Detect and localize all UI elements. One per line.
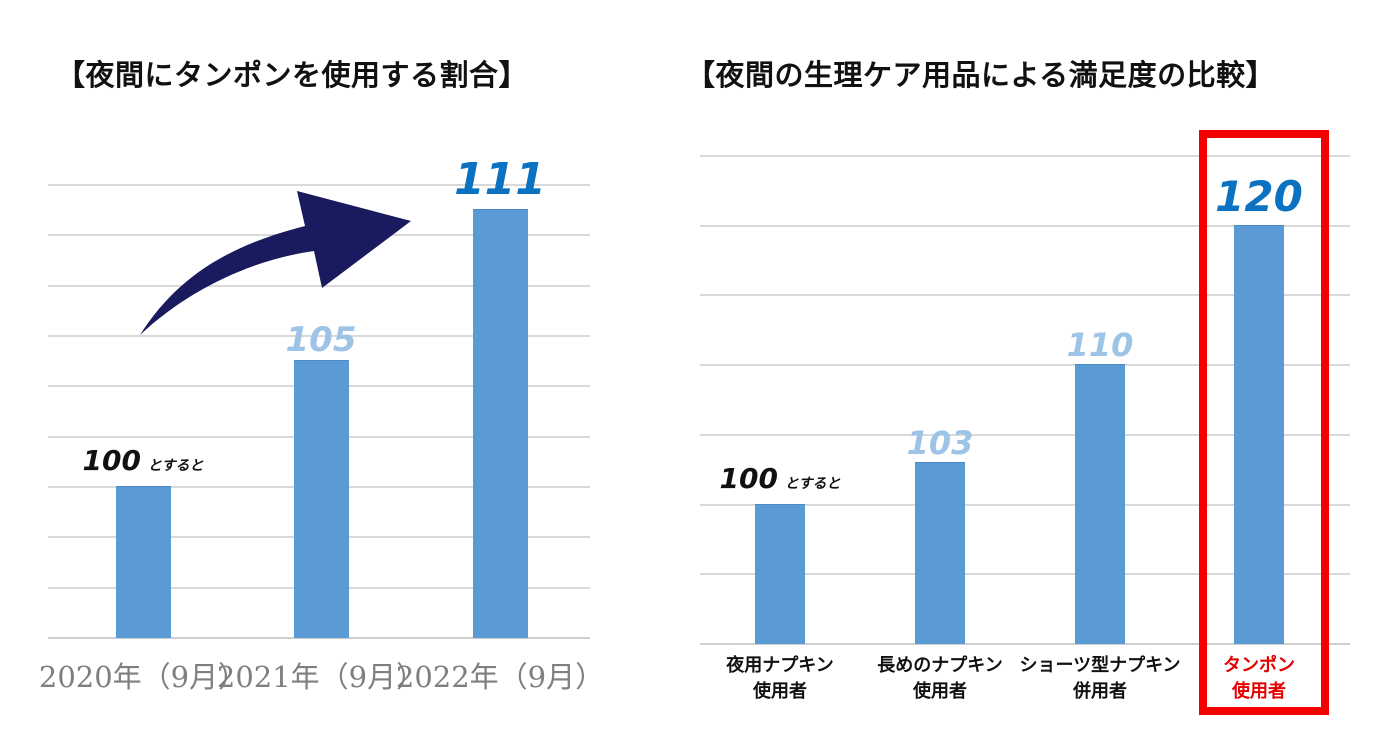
gridline: [700, 155, 1350, 157]
bar: [1234, 224, 1284, 644]
tampon-usage-rate-chart: 100 とすると 2020年（9月） 105 2021年（9月） 111 2022年（9月）: [39, 158, 604, 694]
category-label-line: ショーツ型ナプキン: [1019, 655, 1181, 675]
bar-value-label: 100 とすると: [82, 447, 203, 475]
category-label: 夜用ナプキン 使用者: [726, 652, 833, 704]
bar-value-suffix: とすると: [784, 475, 841, 492]
gridline: [48, 184, 590, 186]
category-label: 長めのナプキン 使用者: [877, 652, 1002, 704]
left-chart-title: 【夜間にタンポンを使用する割合】: [56, 60, 529, 92]
category-label: 2020年（9月）: [38, 660, 248, 694]
bar-value: 103: [906, 423, 974, 462]
category-label: 2022年（9月）: [395, 660, 605, 694]
category-label-line: 使用者: [753, 681, 807, 701]
category-label-line: 使用者: [1232, 681, 1286, 701]
gridline: [700, 573, 1350, 576]
right-chart-title: 【夜間の生理ケア用品による満足度の比較】: [686, 60, 1276, 92]
bar-value-label: 111: [454, 158, 546, 202]
bar-value: 110: [1066, 326, 1134, 365]
category-label: ショーツ型ナプキン 併用者: [1019, 652, 1180, 704]
gridline: [48, 637, 590, 639]
gridline: [700, 503, 1350, 506]
bar: [472, 209, 528, 638]
gridline: [700, 433, 1350, 436]
bar-value-suffix: とすると: [147, 458, 204, 474]
category-label: 2021年（9月）: [216, 660, 426, 694]
gridline: [700, 364, 1350, 367]
bar-value: 111: [454, 154, 546, 206]
bar: [115, 486, 171, 638]
category-label-line: 併用者: [1072, 681, 1127, 701]
bar: [1075, 364, 1125, 644]
bar-value-label: 103: [907, 427, 974, 459]
category-label-line: 夜用ナプキン: [726, 655, 834, 675]
gridline: [700, 294, 1350, 297]
bar-value-label: 110: [1067, 329, 1134, 361]
highlight-box: [1199, 130, 1329, 715]
bar-value: 105: [285, 320, 357, 361]
category-label-line: 長めのナプキン: [877, 655, 1003, 675]
bar-value: 120: [1215, 171, 1303, 221]
bar-value: 100: [82, 444, 141, 477]
bar: [293, 360, 349, 638]
bar-value-label: 120: [1215, 175, 1303, 218]
bar-value-label: 105: [286, 323, 357, 357]
category-label-line: 使用者: [913, 681, 967, 701]
gridline: [700, 224, 1350, 227]
gridline: [700, 643, 1350, 645]
bar: [915, 461, 965, 644]
bar-value: 100: [719, 461, 778, 495]
gridline: [48, 335, 590, 337]
category-label: タンポン 使用者: [1223, 652, 1295, 704]
care-product-satisfaction-chart: 100 とすると 夜用ナプキン 使用者 103 長めのナプキン 使用者 110 ショーツ型ナプキ…: [700, 155, 1350, 701]
bar: [755, 503, 805, 644]
category-label-line: タンポン: [1223, 655, 1295, 675]
bar-value-label: 100 とすると: [719, 461, 841, 495]
